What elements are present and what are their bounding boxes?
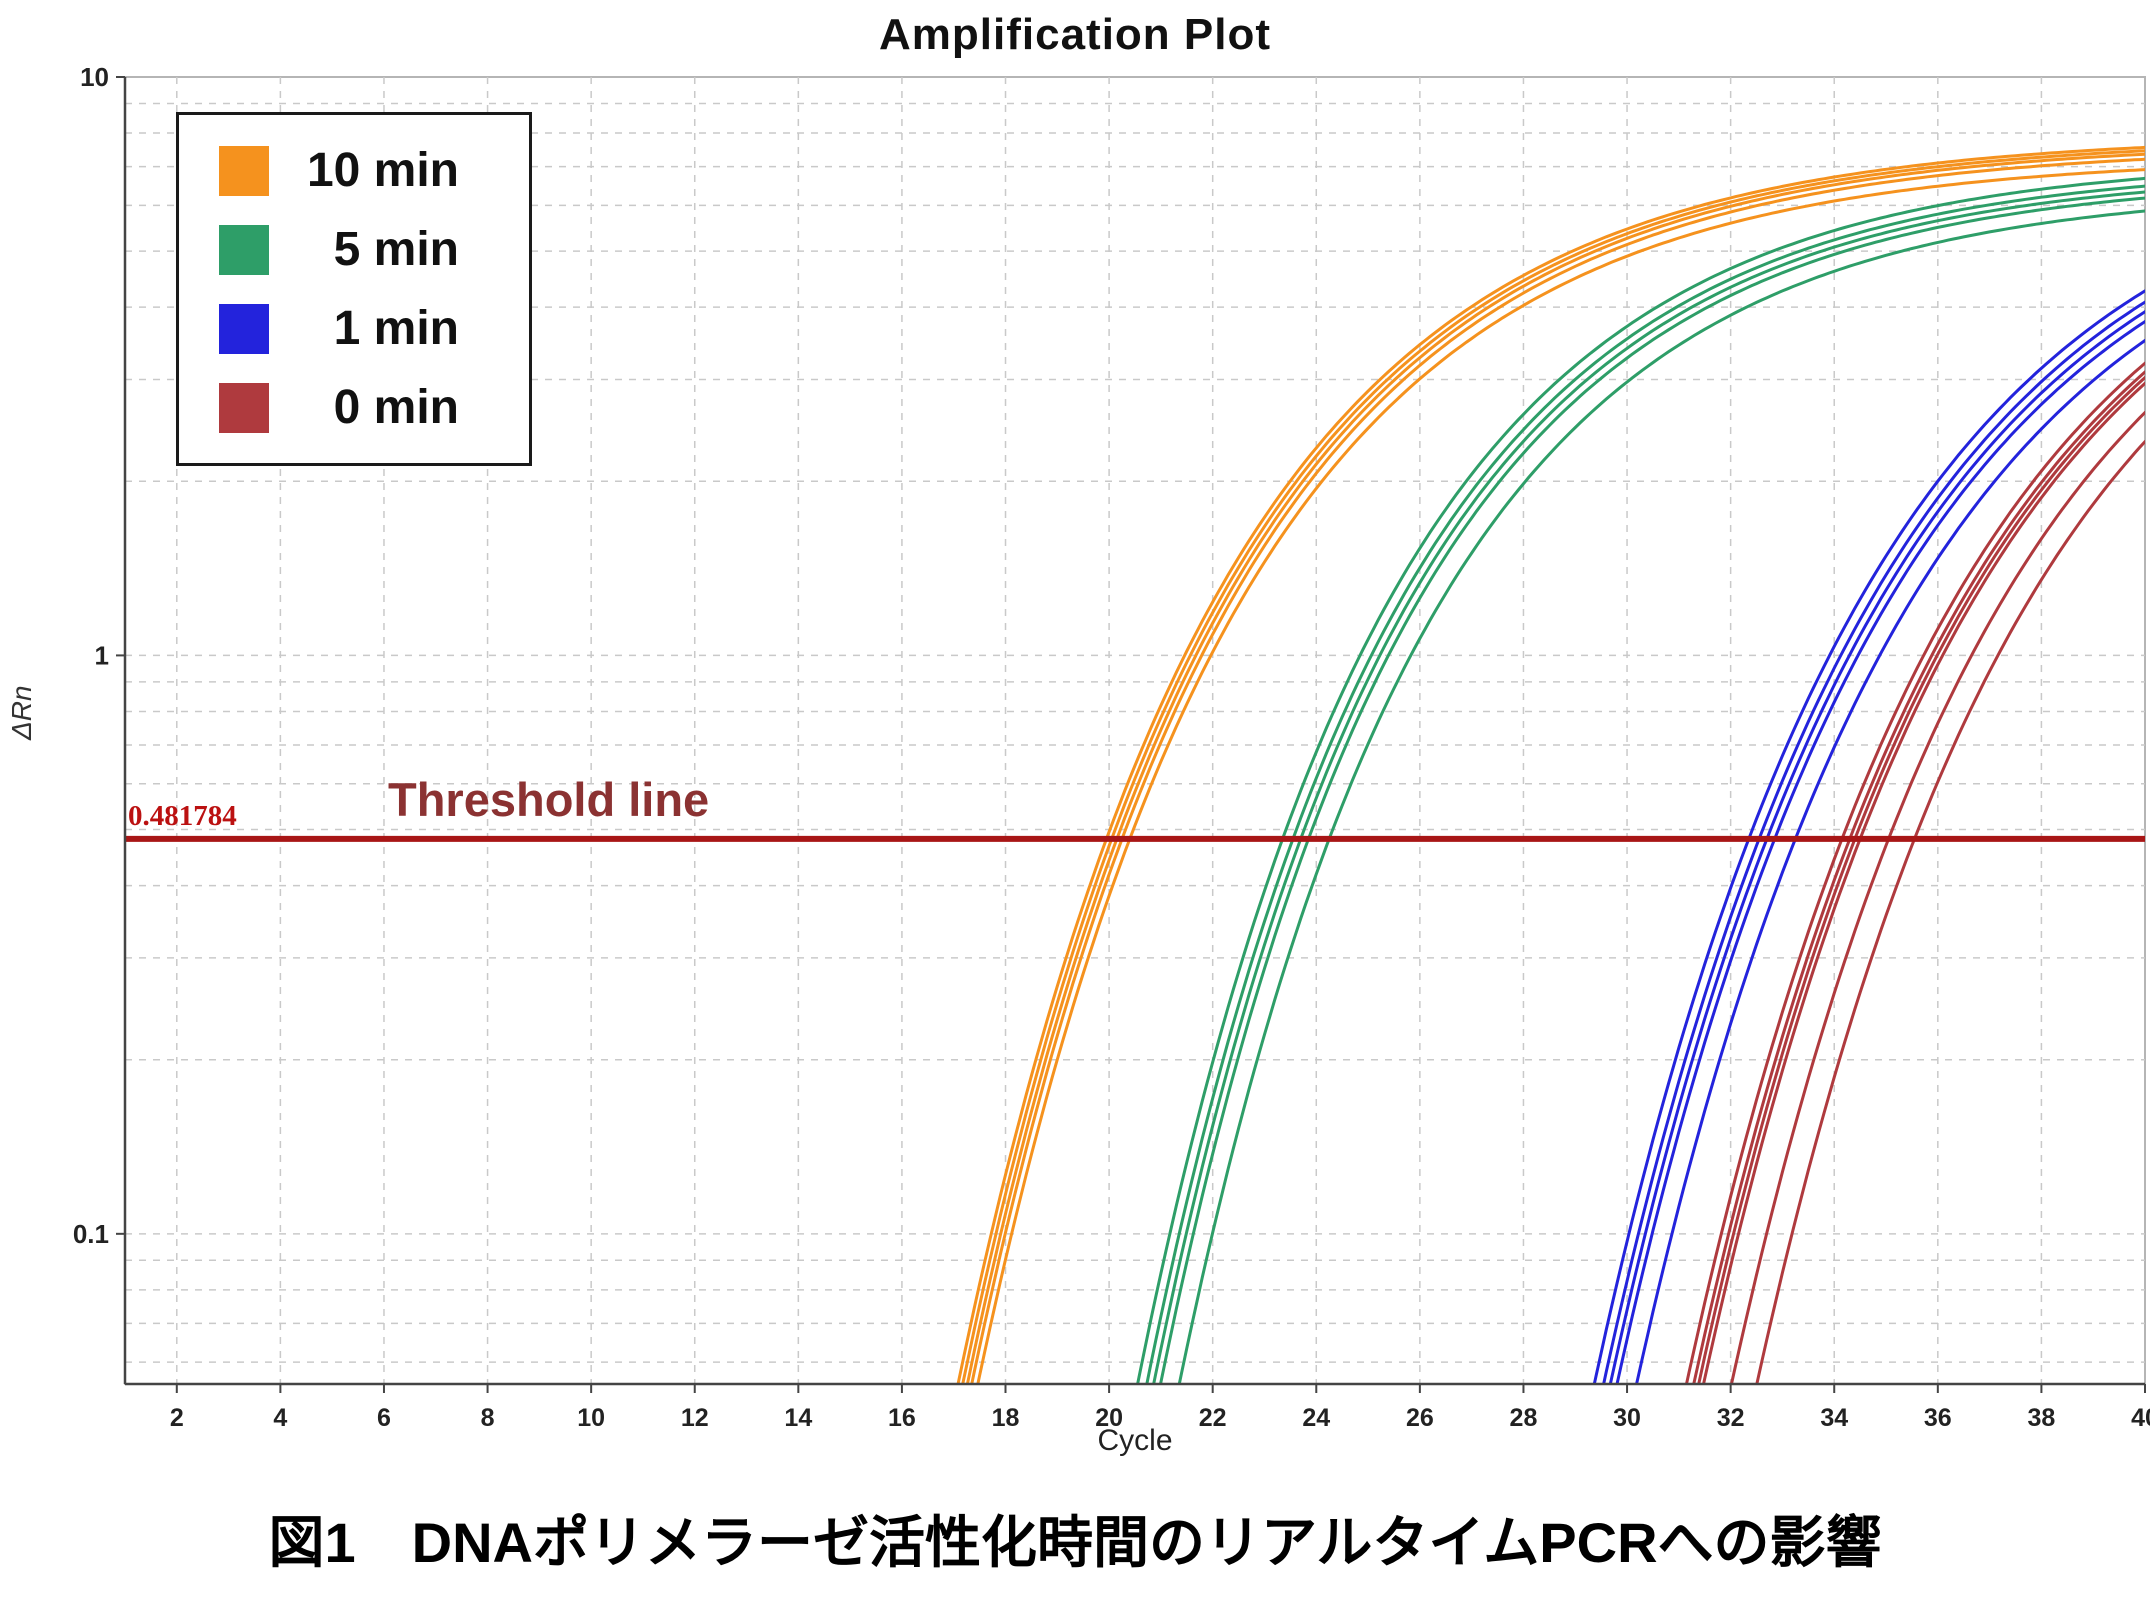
threshold-value-label: 0.481784 (128, 800, 237, 832)
svg-text:36: 36 (1924, 1404, 1952, 1432)
svg-text:32: 32 (1717, 1404, 1745, 1432)
legend-item-5min: 5 min (219, 222, 459, 277)
threshold-line-label: Threshold line (388, 773, 710, 826)
svg-text:26: 26 (1406, 1404, 1434, 1432)
chart-title: Amplification Plot (879, 10, 1271, 59)
svg-text:38: 38 (2028, 1404, 2056, 1432)
x-axis-label: Cycle (1097, 1424, 1173, 1457)
legend-swatch-1min (219, 303, 269, 354)
legend: 10 min 5 min 1 min 0 min (176, 112, 532, 466)
legend-swatch-10min (219, 145, 269, 196)
svg-text:10: 10 (577, 1404, 605, 1432)
svg-text:24: 24 (1302, 1404, 1330, 1432)
legend-item-0min: 0 min (219, 380, 459, 435)
svg-text:10: 10 (80, 62, 109, 92)
legend-label-1min: 1 min (333, 302, 459, 355)
svg-text:2: 2 (170, 1404, 184, 1432)
svg-text:12: 12 (681, 1404, 709, 1432)
legend-swatch-5min (219, 224, 269, 275)
svg-text:1: 1 (95, 640, 109, 670)
svg-text:18: 18 (992, 1404, 1020, 1432)
legend-item-1min: 1 min (219, 301, 459, 356)
svg-text:22: 22 (1199, 1404, 1227, 1432)
svg-text:34: 34 (1820, 1404, 1848, 1432)
legend-label-10min: 10 min (306, 144, 459, 197)
legend-label-5min: 5 min (333, 223, 459, 276)
svg-text:28: 28 (1510, 1404, 1538, 1432)
svg-text:14: 14 (784, 1404, 812, 1432)
legend-swatch-0min (219, 382, 269, 433)
legend-item-10min: 10 min (219, 143, 459, 198)
svg-text:0.1: 0.1 (73, 1219, 109, 1249)
svg-text:30: 30 (1613, 1404, 1641, 1432)
svg-text:16: 16 (888, 1404, 916, 1432)
svg-text:8: 8 (481, 1404, 495, 1432)
legend-label-0min: 0 min (333, 381, 459, 434)
y-axis-label: ΔRn (6, 685, 37, 740)
svg-text:4: 4 (273, 1404, 287, 1432)
figure-caption: 図1 DNAポリメラーゼ活性化時間のリアルタイムPCRへの影響 (268, 1511, 1882, 1574)
svg-text:6: 6 (377, 1404, 391, 1432)
svg-text:20: 20 (1095, 1404, 1123, 1432)
svg-text:40: 40 (2131, 1404, 2150, 1432)
